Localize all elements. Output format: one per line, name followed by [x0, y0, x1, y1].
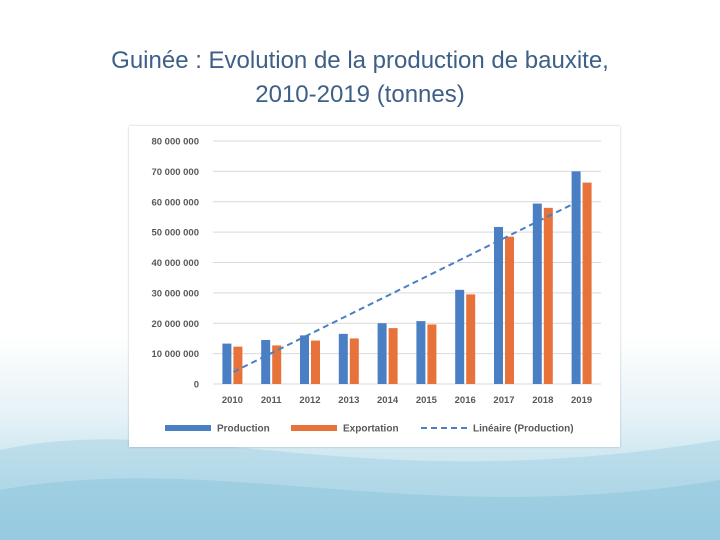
x-tick-label: 2016	[455, 395, 476, 406]
slide-title-line-2: 2010-2019 (tonnes)	[255, 81, 465, 108]
x-tick-label: 2011	[261, 395, 282, 406]
y-tick-label: 40 000 000	[151, 258, 199, 269]
y-tick-label: 80 000 000	[151, 137, 199, 148]
exportation-bar-2016	[466, 294, 476, 384]
legend-label-production: Production	[217, 424, 270, 435]
production-bar-2019	[571, 171, 581, 384]
y-tick-label: 20 000 000	[151, 319, 199, 330]
slide-title-line-1: Guinée : Evolution de la production de b…	[111, 47, 609, 74]
production-bar-2014	[377, 323, 387, 384]
y-tick-label: 50 000 000	[151, 228, 199, 239]
chart-card: 0 10 000 000 20 000 000 30 000 000 40 000 00…	[129, 126, 620, 447]
legend-label-trendline: Linéaire (Production)	[473, 424, 574, 435]
exportation-bar-2014	[388, 328, 398, 384]
x-tick-label: 2015	[416, 395, 438, 406]
exportation-bar-2017	[505, 236, 514, 384]
y-tick-label: 10 000 000	[151, 349, 199, 360]
x-tick-label: 2019	[571, 395, 592, 406]
x-tick-label: 2010	[222, 395, 243, 406]
production-bar-2011	[261, 339, 271, 384]
production-bar-2010	[222, 343, 232, 384]
legend-swatch-exportation	[291, 425, 337, 431]
exportation-bar-2012	[311, 340, 320, 384]
legend-label-exportation: Exportation	[343, 424, 399, 435]
production-bar-2016	[455, 289, 465, 384]
bauxite-bar-chart: 0 10 000 000 20 000 000 30 000 000 40 000 00…	[151, 137, 601, 435]
production-bar-2018	[532, 203, 542, 384]
x-tick-label: 2018	[532, 395, 553, 406]
exportation-bar-2010	[233, 346, 243, 384]
exportation-bar-2018	[543, 207, 553, 384]
production-bar-2017	[494, 226, 503, 384]
x-tick-label: 2012	[299, 395, 320, 406]
y-tick-label: 30 000 000	[151, 288, 199, 299]
legend-swatch-production	[165, 425, 211, 431]
production-bar-2013	[338, 333, 348, 384]
production-bar-2012	[300, 335, 309, 384]
x-tick-label: 2017	[493, 395, 514, 406]
exportation-bar-2015	[427, 324, 437, 384]
x-tick-label: 2014	[377, 395, 399, 406]
production-bar-2015	[416, 321, 426, 384]
trendline	[223, 200, 579, 378]
x-tick-label: 2013	[338, 395, 359, 406]
y-tick-label: 0	[194, 380, 199, 391]
exportation-bar-2011	[272, 345, 282, 384]
slide-title: Guinée : Evolution de la production de b…	[0, 44, 720, 112]
y-tick-label: 60 000 000	[151, 197, 199, 208]
exportation-bar-2013	[349, 338, 359, 384]
y-tick-label: 70 000 000	[151, 167, 199, 178]
background-wave	[0, 439, 720, 540]
exportation-bar-2019	[582, 182, 592, 384]
